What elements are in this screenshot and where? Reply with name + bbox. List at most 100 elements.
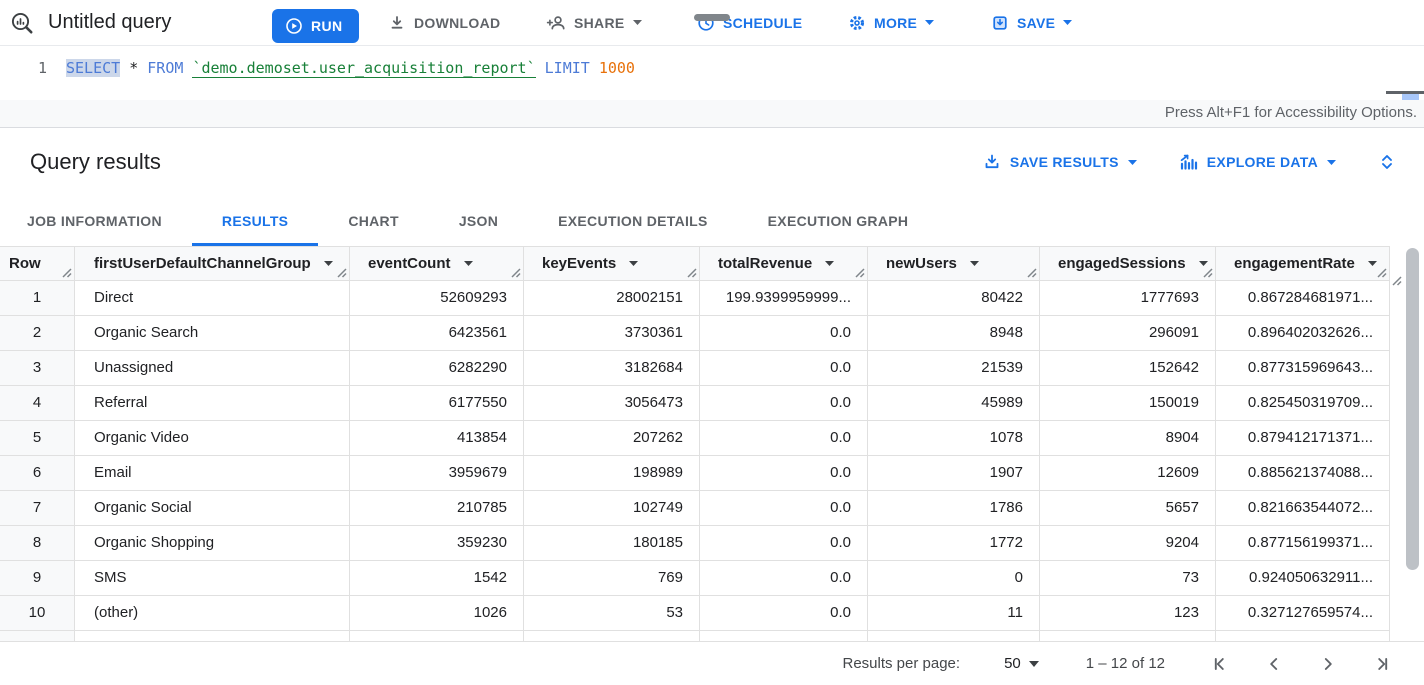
- cell-keyEvents[interactable]: 198989: [524, 456, 700, 490]
- cell-totalRevenue[interactable]: 0.0: [700, 526, 868, 560]
- cell-eventCount[interactable]: 359230: [350, 526, 524, 560]
- cell-engagementRate[interactable]: 0.825450319709...: [1216, 386, 1390, 420]
- cell-firstUserDefaultChannelGroup[interactable]: (other): [75, 596, 350, 630]
- cell-keyEvents[interactable]: 3730361: [524, 316, 700, 350]
- download-button[interactable]: DOWNLOAD: [388, 0, 500, 45]
- column-resize-handle[interactable]: [1203, 268, 1213, 278]
- table-scrollbar-thumb[interactable]: [1406, 248, 1419, 570]
- page-size-select[interactable]: 50: [1004, 655, 1039, 672]
- cell-keyEvents[interactable]: 134: [524, 631, 700, 641]
- last-page-button[interactable]: [1373, 655, 1391, 673]
- cell-eventCount[interactable]: 210785: [350, 491, 524, 525]
- column-resize-handle[interactable]: [1027, 268, 1037, 278]
- cell-engagedSessions[interactable]: 9204: [1040, 526, 1216, 560]
- cell-keyEvents[interactable]: 769: [524, 561, 700, 595]
- cell-totalRevenue[interactable]: 0.0: [700, 421, 868, 455]
- tab-results[interactable]: RESULTS: [191, 196, 319, 246]
- cell-firstUserDefaultChannelGroup[interactable]: Unassigned: [75, 351, 350, 385]
- cell-newUsers[interactable]: 11: [868, 596, 1040, 630]
- cell-engagedSessions[interactable]: 152642: [1040, 351, 1216, 385]
- cell-eventCount[interactable]: 1026: [350, 596, 524, 630]
- column-header-totalRevenue[interactable]: totalRevenue: [700, 247, 868, 280]
- cell-eventCount[interactable]: 6423561: [350, 316, 524, 350]
- cell-newUsers[interactable]: 1078: [868, 421, 1040, 455]
- cell-engagedSessions[interactable]: 8904: [1040, 421, 1216, 455]
- cell-newUsers[interactable]: 1907: [868, 456, 1040, 490]
- cell-engagedSessions[interactable]: 5657: [1040, 491, 1216, 525]
- next-page-button[interactable]: [1319, 655, 1337, 673]
- cell-keyEvents[interactable]: 3056473: [524, 386, 700, 420]
- cell-engagedSessions[interactable]: 296091: [1040, 316, 1216, 350]
- tab-execution-details[interactable]: EXECUTION DETAILS: [558, 213, 708, 229]
- cell-engagementRate[interactable]: 0.924050632911...: [1216, 561, 1390, 595]
- cell-totalRevenue[interactable]: 0.0: [700, 386, 868, 420]
- cell-firstUserDefaultChannelGroup[interactable]: Organic Shopping: [75, 526, 350, 560]
- explore-data-button[interactable]: EXPLORE DATA: [1179, 153, 1336, 171]
- code-line[interactable]: SELECT * FROM `demo.demoset.user_acquisi…: [66, 56, 635, 80]
- cell-eventCount[interactable]: 1542: [350, 561, 524, 595]
- cell-engagementRate[interactable]: 0.821663544072...: [1216, 491, 1390, 525]
- cell-engagementRate[interactable]: 0.877156199371...: [1216, 526, 1390, 560]
- column-resize-handle[interactable]: [855, 268, 865, 278]
- cell-newUsers[interactable]: 1786: [868, 491, 1040, 525]
- cell-engagementRate[interactable]: 0.896402032626...: [1216, 316, 1390, 350]
- sort-caret-icon[interactable]: [629, 261, 639, 266]
- cell-engagementRate[interactable]: 0.877315969643...: [1216, 351, 1390, 385]
- column-header-engagementRate[interactable]: engagementRate: [1216, 247, 1390, 280]
- tab-job-information[interactable]: JOB INFORMATION: [27, 213, 162, 229]
- sort-caret-icon[interactable]: [825, 261, 835, 266]
- column-resize-handle[interactable]: [687, 268, 697, 278]
- cell-keyEvents[interactable]: 3182684: [524, 351, 700, 385]
- save-button[interactable]: SAVE: [991, 0, 1073, 45]
- cell-totalRevenue[interactable]: 0.0: [700, 596, 868, 630]
- sort-caret-icon[interactable]: [463, 261, 473, 266]
- column-header-firstUserDefaultChannelGroup[interactable]: firstUserDefaultChannelGroup: [75, 247, 350, 280]
- cell-newUsers[interactable]: 45989: [868, 386, 1040, 420]
- cell-keyEvents[interactable]: 53: [524, 596, 700, 630]
- cell-totalRevenue[interactable]: 0.0: [700, 456, 868, 490]
- column-header-keyEvents[interactable]: keyEvents: [524, 247, 700, 280]
- cell-firstUserDefaultChannelGroup[interactable]: Paid Social: [75, 631, 350, 641]
- expand-results-icon[interactable]: [1378, 152, 1396, 172]
- cell-engagedSessions[interactable]: 150019: [1040, 386, 1216, 420]
- tab-chart[interactable]: CHART: [348, 213, 399, 229]
- tab-json[interactable]: JSON: [458, 213, 499, 229]
- cell-totalRevenue[interactable]: 0.0: [700, 631, 868, 641]
- column-header-Row[interactable]: Row: [0, 247, 75, 280]
- cell-engagementRate[interactable]: 0.879412171371...: [1216, 421, 1390, 455]
- column-resize-handle[interactable]: [337, 268, 347, 278]
- cell-engagementRate[interactable]: 0.885621374088...: [1216, 456, 1390, 490]
- cell-firstUserDefaultChannelGroup[interactable]: Organic Video: [75, 421, 350, 455]
- cell-engagedSessions[interactable]: 123: [1040, 596, 1216, 630]
- schedule-button[interactable]: SCHEDULE: [697, 0, 802, 45]
- cell-newUsers[interactable]: 80422: [868, 281, 1040, 315]
- cell-keyEvents[interactable]: 207262: [524, 421, 700, 455]
- cell-engagedSessions[interactable]: 73: [1040, 561, 1216, 595]
- cell-newUsers[interactable]: 1772: [868, 526, 1040, 560]
- cell-firstUserDefaultChannelGroup[interactable]: Referral: [75, 386, 350, 420]
- cell-firstUserDefaultChannelGroup[interactable]: Organic Social: [75, 491, 350, 525]
- cell-totalRevenue[interactable]: 0.0: [700, 491, 868, 525]
- column-resize-handle[interactable]: [511, 268, 521, 278]
- sql-editor[interactable]: 1 SELECT * FROM `demo.demoset.user_acqui…: [0, 46, 1424, 146]
- cell-totalRevenue[interactable]: 0.0: [700, 561, 868, 595]
- cell-keyEvents[interactable]: 102749: [524, 491, 700, 525]
- save-results-button[interactable]: SAVE RESULTS: [983, 153, 1137, 171]
- cell-eventCount[interactable]: 3959679: [350, 456, 524, 490]
- cell-totalRevenue[interactable]: 199.9399959999...: [700, 281, 868, 315]
- tab-execution-graph[interactable]: EXECUTION GRAPH: [767, 213, 909, 229]
- cell-engagedSessions[interactable]: 101: [1040, 631, 1216, 641]
- cell-eventCount[interactable]: 413854: [350, 421, 524, 455]
- share-button[interactable]: SHARE: [546, 0, 642, 45]
- cell-firstUserDefaultChannelGroup[interactable]: Organic Search: [75, 316, 350, 350]
- column-header-engagedSessions[interactable]: engagedSessions: [1040, 247, 1216, 280]
- cell-newUsers[interactable]: 3: [868, 631, 1040, 641]
- sort-caret-icon[interactable]: [1198, 261, 1208, 266]
- cell-totalRevenue[interactable]: 0.0: [700, 351, 868, 385]
- cell-eventCount[interactable]: 52609293: [350, 281, 524, 315]
- sort-caret-icon[interactable]: [1367, 261, 1377, 266]
- cell-newUsers[interactable]: 0: [868, 561, 1040, 595]
- first-page-button[interactable]: [1211, 655, 1229, 673]
- column-resize-handle[interactable]: [1392, 276, 1402, 286]
- sort-caret-icon[interactable]: [969, 261, 979, 266]
